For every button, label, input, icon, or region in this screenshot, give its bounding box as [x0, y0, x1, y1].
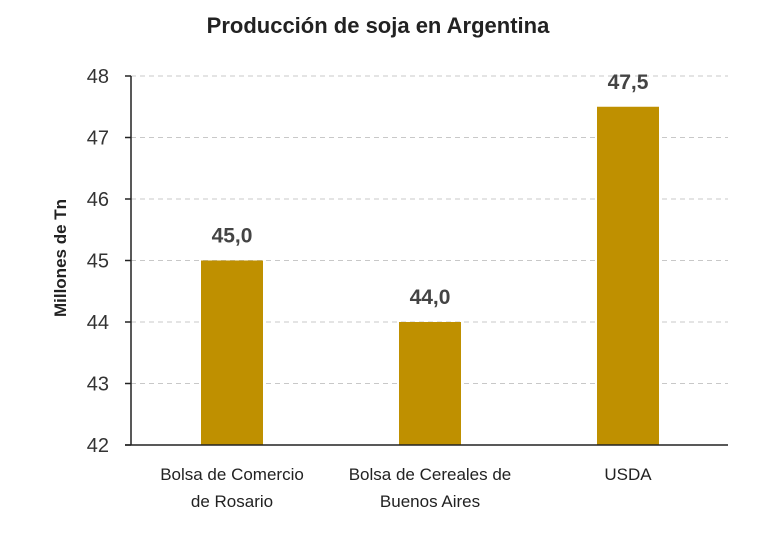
y-tick-label: 48: [87, 66, 109, 88]
x-category-label-line: Bolsa de Comercio: [160, 465, 304, 484]
y-axis-ticks: 42 43 44 45 46 47 48: [87, 66, 131, 457]
x-category-label-line: Buenos Aires: [380, 492, 480, 511]
y-tick-label: 43: [87, 374, 109, 396]
bar-value-label: 47,5: [608, 71, 649, 94]
bars: [201, 106, 659, 445]
x-category-label-line: USDA: [604, 465, 652, 484]
y-tick-label: 45: [87, 251, 109, 273]
y-tick-label: 46: [87, 189, 109, 211]
y-tick-label: 44: [87, 312, 109, 334]
x-category-label: Bolsa de Comercio de Rosario: [160, 465, 304, 511]
x-category-label: USDA: [604, 465, 652, 484]
x-category-label-line: Bolsa de Cereales de: [349, 465, 512, 484]
data-labels: 45,0 44,0 47,5: [212, 71, 649, 309]
bar-value-label: 45,0: [212, 225, 253, 248]
y-tick-label: 47: [87, 128, 109, 150]
bar: [201, 260, 263, 445]
chart-title: Producción de soja en Argentina: [207, 13, 550, 38]
x-category-label: Bolsa de Cereales de Buenos Aires: [349, 465, 512, 511]
bar: [597, 106, 659, 445]
bar-value-label: 44,0: [410, 286, 451, 309]
category-labels: Bolsa de Comercio de Rosario Bolsa de Cere…: [160, 465, 652, 511]
y-axis-label: Millones de Tn: [51, 199, 70, 317]
x-category-label-line: de Rosario: [191, 492, 273, 511]
bar: [399, 322, 461, 445]
y-tick-label: 42: [87, 435, 109, 457]
axes: [125, 76, 728, 446]
